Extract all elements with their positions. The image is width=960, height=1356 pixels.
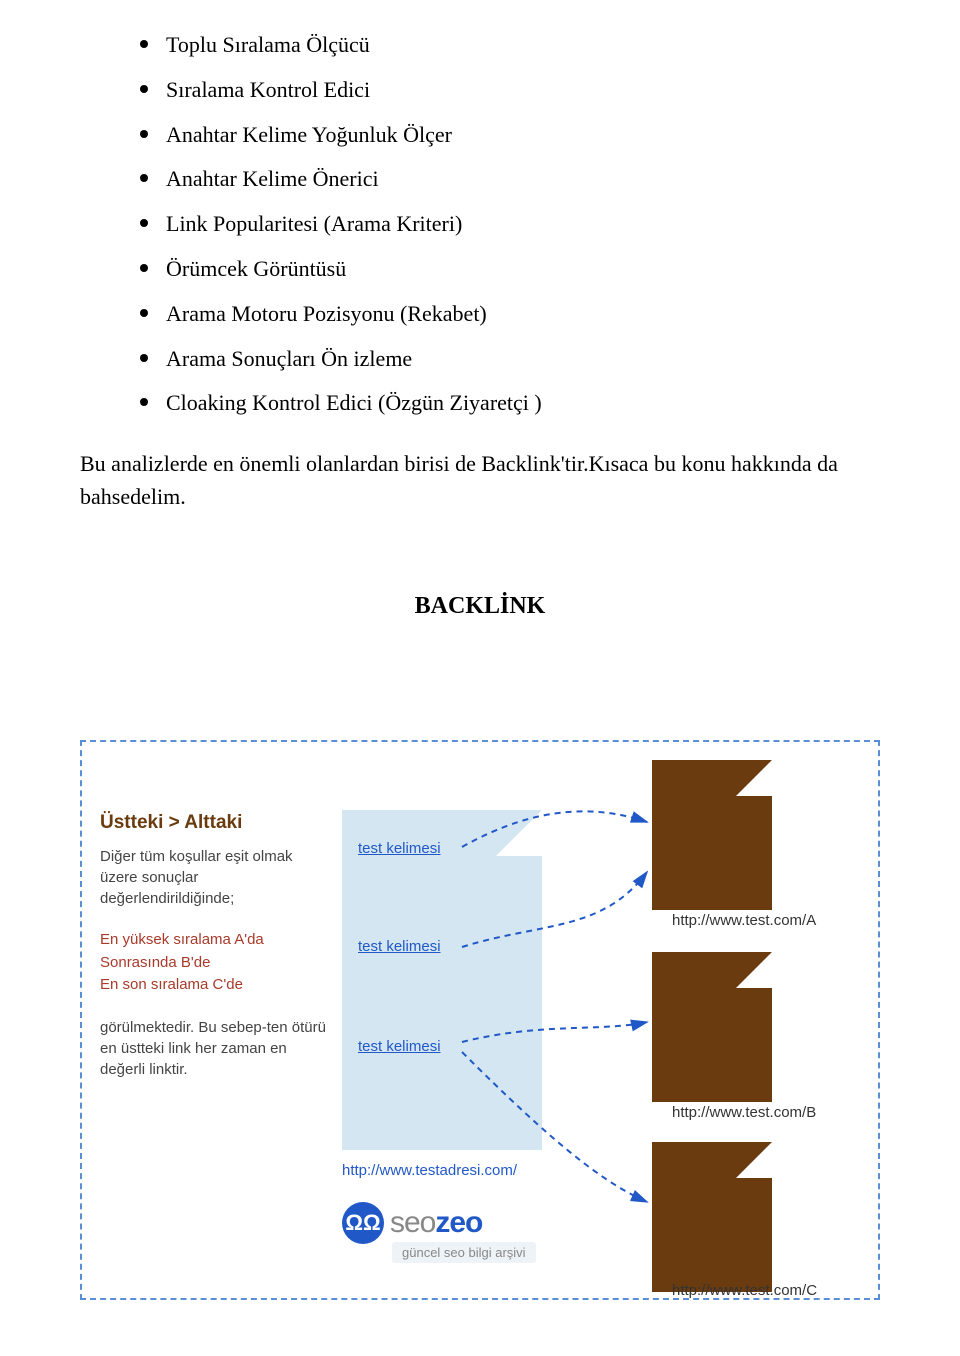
bullet-item: Toplu Sıralama Ölçücü	[140, 30, 880, 61]
bullet-text: Arama Sonuçları Ön izleme	[166, 344, 412, 375]
bullet-item: Örümcek Görüntüsü	[140, 254, 880, 285]
rank-b: Sonrasında B'de	[100, 952, 330, 975]
source-link-2: test kelimesi	[358, 938, 441, 955]
bullet-dot-icon	[140, 309, 148, 317]
bullet-dot-icon	[140, 219, 148, 227]
diagram-left-rank: En yüksek sıralama A'da Sonrasında B'de …	[100, 929, 330, 997]
bullet-item: Arama Sonuçları Ön izleme	[140, 344, 880, 375]
bullet-dot-icon	[140, 398, 148, 406]
bullet-text: Toplu Sıralama Ölçücü	[166, 30, 370, 61]
bullet-text: Örümcek Görüntüsü	[166, 254, 346, 285]
bullet-item: Link Popularitesi (Arama Kriteri)	[140, 209, 880, 240]
bullet-item: Anahtar Kelime Önerici	[140, 164, 880, 195]
source-page-icon	[342, 810, 542, 1150]
bullet-text: Sıralama Kontrol Edici	[166, 75, 370, 106]
bullet-item: Arama Motoru Pozisyonu (Rekabet)	[140, 299, 880, 330]
bullet-text: Anahtar Kelime Önerici	[166, 164, 379, 195]
bullet-dot-icon	[140, 174, 148, 182]
logo-brand-1: seo	[390, 1206, 435, 1239]
bullet-item: Cloaking Kontrol Edici (Özgün Ziyaretçi …	[140, 388, 880, 419]
diagram-left-title: Üstteki > Alttaki	[100, 812, 330, 834]
logo-subtitle: güncel seo bilgi arşivi	[392, 1242, 536, 1263]
diagram-left-text: Üstteki > Alttaki Diğer tüm koşullar eşi…	[100, 812, 330, 1080]
bullet-dot-icon	[140, 40, 148, 48]
bullet-item: Anahtar Kelime Yoğunluk Ölçer	[140, 120, 880, 151]
bullet-dot-icon	[140, 85, 148, 93]
bullet-text: Anahtar Kelime Yoğunluk Ölçer	[166, 120, 452, 151]
dest-page-a-icon	[652, 760, 772, 910]
diagram-left-p1: Diğer tüm koşullar eşit olmak üzere sonu…	[100, 846, 330, 909]
backlink-diagram: Üstteki > Alttaki Diğer tüm koşullar eşi…	[80, 740, 880, 1300]
rank-a: En yüksek sıralama A'da	[100, 929, 330, 952]
dest-page-b-icon	[652, 952, 772, 1102]
seozeo-logo: ΩΩ seozeo	[342, 1202, 482, 1244]
bullet-text: Arama Motoru Pozisyonu (Rekabet)	[166, 299, 487, 330]
bullet-dot-icon	[140, 130, 148, 138]
dest-url-c: http://www.test.com/C	[672, 1282, 817, 1299]
bullet-dot-icon	[140, 354, 148, 362]
bullet-dot-icon	[140, 264, 148, 272]
dest-page-c-icon	[652, 1142, 772, 1292]
logo-badge-icon: ΩΩ	[342, 1202, 384, 1244]
dest-url-b: http://www.test.com/B	[672, 1104, 816, 1121]
bullet-list: Toplu Sıralama Ölçücü Sıralama Kontrol E…	[140, 30, 880, 419]
intro-paragraph: Bu analizlerde en önemli olanlardan biri…	[80, 447, 880, 513]
source-link-1: test kelimesi	[358, 840, 441, 857]
rank-c: En son sıralama C'de	[100, 974, 330, 997]
diagram-left-p2: görülmektedir. Bu sebep-ten ötürü en üst…	[100, 1017, 330, 1080]
logo-brand-2: zeo	[435, 1206, 482, 1239]
source-link-3: test kelimesi	[358, 1038, 441, 1055]
logo-text: seozeo	[390, 1206, 482, 1240]
section-heading: BACKLİNK	[80, 593, 880, 620]
bullet-text: Cloaking Kontrol Edici (Özgün Ziyaretçi …	[166, 388, 542, 419]
bullet-text: Link Popularitesi (Arama Kriteri)	[166, 209, 462, 240]
dest-url-a: http://www.test.com/A	[672, 912, 816, 929]
source-url: http://www.testadresi.com/	[342, 1162, 517, 1179]
bullet-item: Sıralama Kontrol Edici	[140, 75, 880, 106]
